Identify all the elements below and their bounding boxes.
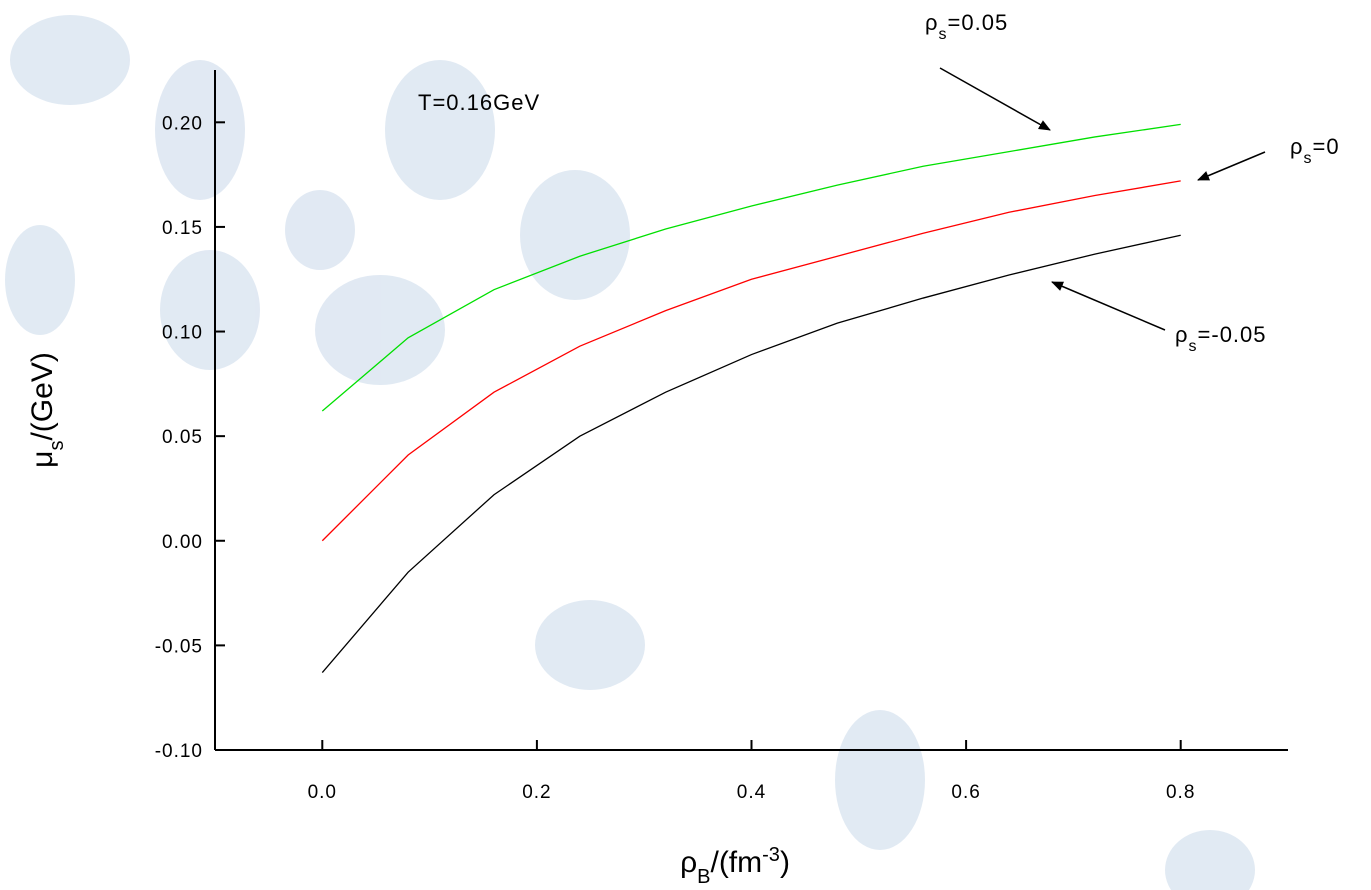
curve-label-base: ρ: [925, 10, 939, 35]
x-axis-label: ρB/(fm-3): [680, 844, 790, 888]
curve-label-rest: =-0.05: [1198, 322, 1267, 347]
annotation-arrow: [1197, 151, 1266, 181]
x-axis-label-rest: /(fm: [710, 846, 762, 879]
curve-label: ρs=-0.05: [1175, 322, 1267, 355]
x-axis-label-sup: -3: [762, 844, 780, 866]
y-axis-label-rest: /(GeV): [26, 352, 59, 440]
x-tick-label: 0.8: [1166, 782, 1195, 803]
series-line: [321, 123, 1181, 412]
x-tick-label: 0.4: [737, 782, 766, 803]
x-tick-label: 0.0: [308, 782, 337, 803]
curve-label-sub: s: [939, 26, 948, 43]
annotation: T=0.16GeV: [418, 90, 540, 115]
curve-label-sub: s: [1189, 338, 1198, 355]
y-tick-label: -0.10: [155, 741, 203, 762]
annotation-arrow: [939, 67, 1051, 131]
y-tick-label: 0.00: [162, 532, 203, 553]
x-tick-label: 0.6: [951, 782, 980, 803]
y-tick-label: 0.10: [162, 323, 203, 344]
y-tick-label: 0.05: [162, 427, 203, 448]
curve-label-rest: =0.05: [948, 10, 1009, 35]
curve-label-base: ρ: [1290, 134, 1304, 159]
curve-label-base: ρ: [1175, 322, 1189, 347]
y-axis-label-sub: s: [46, 441, 68, 451]
y-tick-label: -0.05: [155, 636, 203, 657]
curve-label: ρs=0: [1290, 134, 1340, 167]
x-axis-label-base: ρ: [680, 846, 697, 879]
x-axis-label-end: ): [780, 846, 790, 879]
curve-label: ρs=0.05: [925, 10, 1008, 43]
y-tick-label: 0.20: [162, 113, 203, 134]
y-axis-label-base: μ: [26, 451, 59, 468]
x-tick-label: 0.2: [522, 782, 551, 803]
series-line: [321, 234, 1181, 674]
background-leaves: [5, 15, 1255, 890]
curve-label-rest: =0: [1313, 134, 1340, 159]
series-line: [321, 180, 1181, 542]
x-axis-label-sub: B: [697, 866, 710, 888]
y-axis-label: μs/(GeV): [26, 352, 68, 468]
y-tick-label: 0.15: [162, 218, 203, 239]
annotation-arrow: [1051, 281, 1166, 331]
curve-label-sub: s: [1304, 150, 1313, 167]
